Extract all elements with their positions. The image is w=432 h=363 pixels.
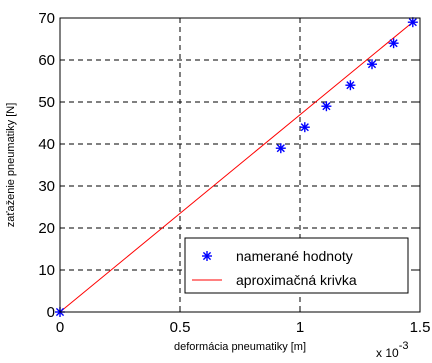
marker-stroke [276, 144, 285, 153]
data-point [388, 38, 399, 49]
legend-entry-measured: namerané hodnoty [236, 248, 353, 264]
data-point [299, 122, 310, 133]
x-axis-label: deformácia pneumatiky [m] [174, 341, 306, 353]
marker-stroke [367, 60, 377, 69]
legend-marker-asterisk [202, 251, 212, 261]
marker-stroke [322, 102, 331, 111]
y-tick-label: 0 [47, 304, 55, 321]
y-tick-label: 70 [38, 10, 55, 27]
fit-line-group [59, 19, 416, 313]
data-point [275, 143, 286, 154]
data-point [407, 17, 418, 28]
marker-stroke [408, 18, 417, 27]
fit-line [59, 19, 416, 313]
y-tick-label: 40 [38, 136, 55, 153]
x-tick-label: 0 [56, 319, 64, 336]
marker-stroke [300, 123, 309, 132]
y-tick-label: 30 [38, 178, 55, 195]
marker-stroke [389, 39, 398, 48]
y-tick-label: 60 [38, 52, 55, 69]
legend-box [184, 237, 409, 294]
y-tick-label: 50 [38, 94, 55, 111]
data-point [367, 59, 377, 70]
x-tick-label: 1 [296, 319, 304, 336]
marker-stroke [202, 251, 212, 261]
legend-asterisk [202, 251, 212, 261]
x-tick-label: 0.5 [170, 319, 191, 336]
plot-frame [59, 17, 421, 313]
y-tick-label: 20 [38, 220, 55, 237]
y-axis-label: zaťaženie pneumatiky [N] [5, 103, 17, 228]
legend-entry-fit: aproximačná krivka [236, 272, 357, 288]
x-tick-label: 1.5 [410, 319, 431, 336]
x-multiplier: x 10-3 [376, 340, 408, 360]
axis-ticks: 0 0.5 1 1.5 0 10 20 30 40 50 60 70 [38, 10, 430, 336]
data-point [321, 101, 332, 112]
legend: namerané hodnoty aproximačná krivka [184, 237, 409, 294]
y-tick-label: 10 [38, 262, 55, 279]
marker-stroke [346, 81, 355, 90]
data-point [345, 80, 356, 91]
